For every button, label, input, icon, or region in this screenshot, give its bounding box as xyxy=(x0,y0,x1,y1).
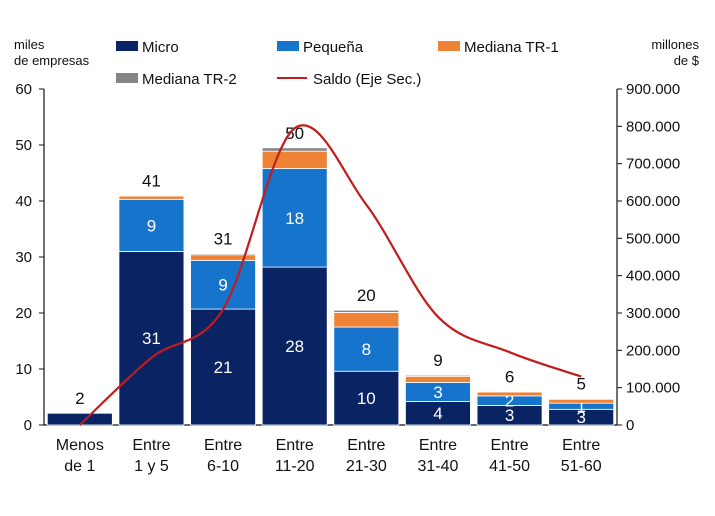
bar-segment-label: 10 xyxy=(357,389,376,408)
x-tick-label: de 1 xyxy=(64,458,95,475)
bar-segment xyxy=(549,399,614,400)
left-tick-label: 0 xyxy=(24,417,32,434)
bar-total-label: 5 xyxy=(576,375,585,394)
left-tick-label: 20 xyxy=(15,305,32,322)
right-tick-label: 100.000 xyxy=(626,380,680,397)
x-tick-label: 11-20 xyxy=(275,458,315,475)
bar-segment xyxy=(47,413,112,425)
bar-segment-label: 21 xyxy=(214,358,233,377)
bar-segment xyxy=(334,310,399,312)
right-tick-label: 600.000 xyxy=(626,193,680,210)
bar-segment-label: 18 xyxy=(285,209,304,228)
left-tick-label: 30 xyxy=(15,249,32,266)
x-tick-label: Entre xyxy=(204,437,242,454)
bar-segment-label: 9 xyxy=(218,276,227,295)
x-tick-label: 31-40 xyxy=(417,458,458,475)
right-tick-label: 200.000 xyxy=(626,342,680,359)
bar-segment xyxy=(405,376,470,382)
right-tick-label: 700.000 xyxy=(626,156,680,173)
left-tick-label: 10 xyxy=(15,361,32,378)
bar-total-label: 9 xyxy=(433,351,442,370)
x-tick-label: 41-50 xyxy=(489,458,530,475)
x-tick-label: Entre xyxy=(562,437,600,454)
x-tick-label: 51-60 xyxy=(561,458,602,475)
bar-total-label: 50 xyxy=(285,124,304,143)
bar-segment xyxy=(477,392,542,396)
bar-segment xyxy=(477,391,542,392)
x-tick-label: Entre xyxy=(490,437,528,454)
right-tick-label: 800.000 xyxy=(626,118,680,135)
left-tick-label: 50 xyxy=(15,137,32,154)
bar-segment-label: 9 xyxy=(147,216,156,235)
bar-segment xyxy=(549,399,614,403)
bar-total-label: 20 xyxy=(357,286,376,305)
bar-total-label: 6 xyxy=(505,367,514,386)
left-tick-label: 60 xyxy=(15,81,32,98)
bar-segment-label: 3 xyxy=(433,383,442,402)
bar-total-label: 41 xyxy=(142,171,161,190)
bar-segment xyxy=(119,195,184,196)
x-tick-label: 1 y 5 xyxy=(134,458,169,475)
left-tick-label: 40 xyxy=(15,193,32,210)
bar-segment xyxy=(405,375,470,376)
bar-segment-label: 28 xyxy=(285,337,304,356)
x-tick-label: Menos xyxy=(56,437,104,454)
x-tick-label: Entre xyxy=(132,437,170,454)
bar-segment-label: 31 xyxy=(142,329,161,348)
bar-segment xyxy=(119,196,184,199)
x-tick-label: 21-30 xyxy=(346,458,387,475)
right-tick-label: 0 xyxy=(626,417,634,434)
bar-total-label: 31 xyxy=(214,230,233,249)
bar-segment-label: 8 xyxy=(362,340,371,359)
right-tick-label: 900.000 xyxy=(626,81,680,98)
right-tick-label: 500.000 xyxy=(626,230,680,247)
x-tick-label: 6-10 xyxy=(207,458,239,475)
x-tick-label: Entre xyxy=(419,437,457,454)
bar-segment-label: 4 xyxy=(433,404,442,423)
x-tick-label: Entre xyxy=(276,437,314,454)
x-tick-label: Entre xyxy=(347,437,385,454)
bar-segment xyxy=(262,148,327,151)
stacked-bar-chart: 0 10 20 30 40 50 60 0 100.000 200.000 300.000 400.0… xyxy=(0,0,715,516)
right-tick-label: 300.000 xyxy=(626,305,680,322)
bar-segment xyxy=(334,312,399,327)
right-tick-label: 400.000 xyxy=(626,268,680,285)
bar-segment xyxy=(262,151,327,168)
bar-total-label: 2 xyxy=(75,389,84,408)
